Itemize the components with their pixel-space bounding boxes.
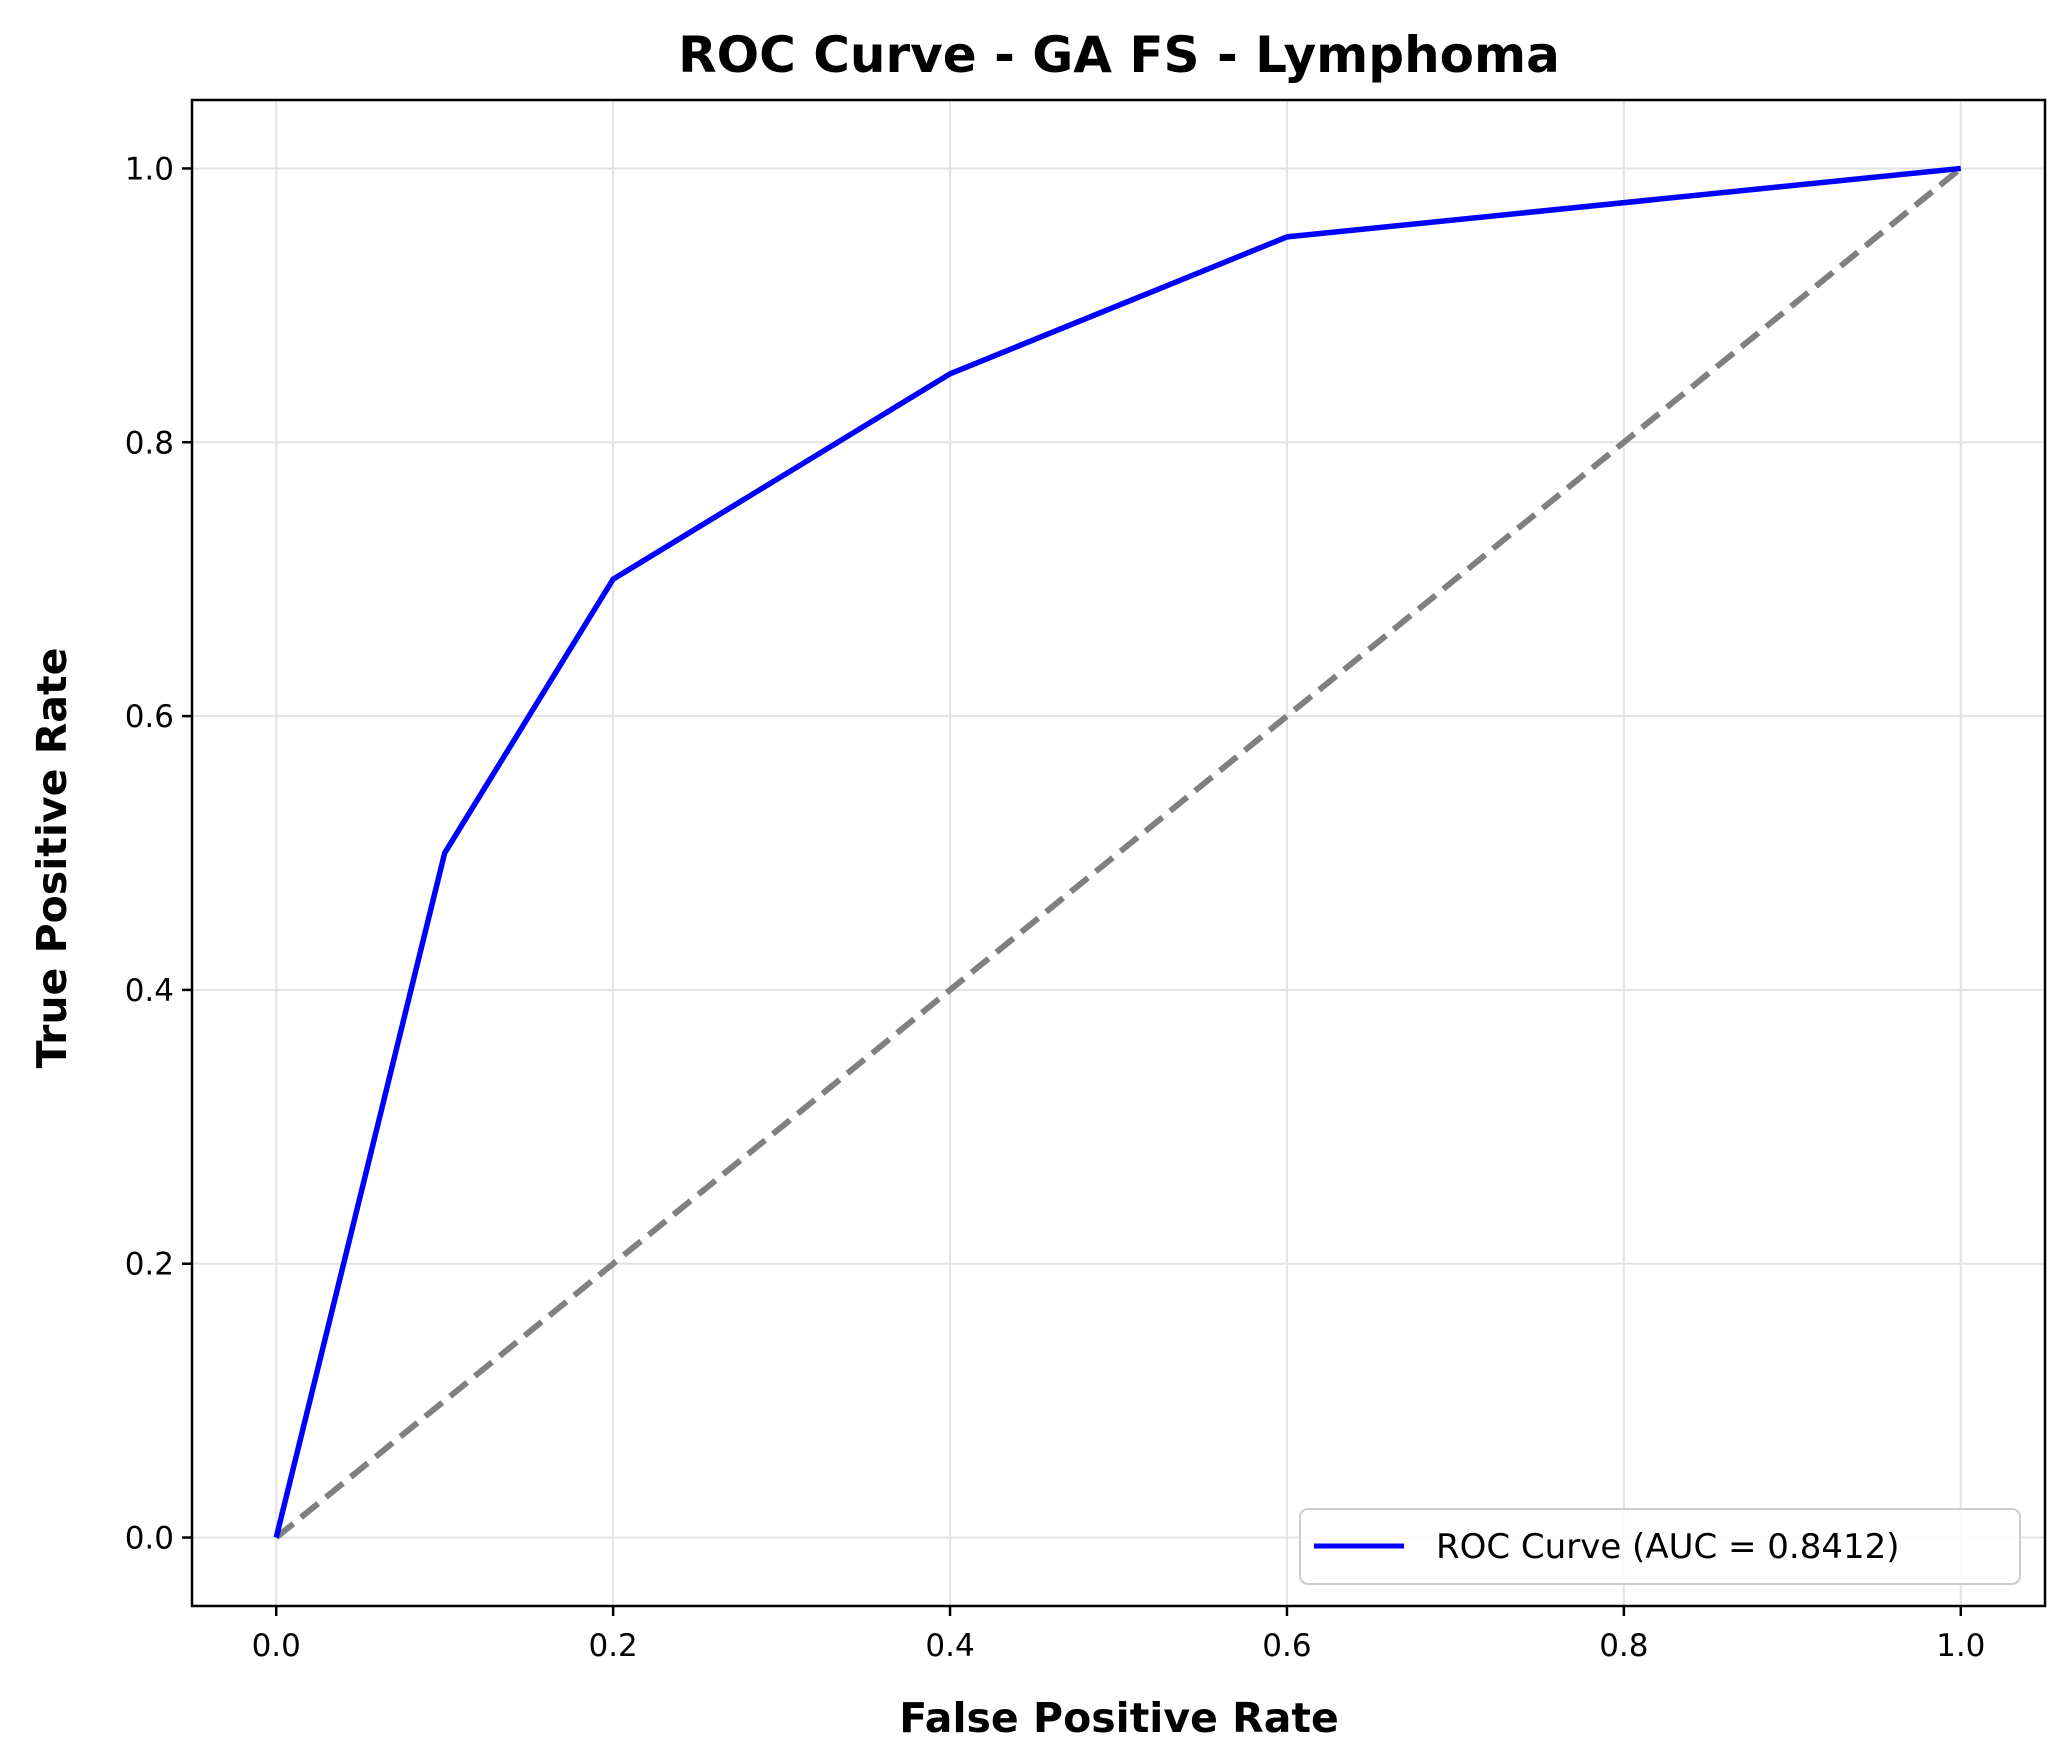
roc-curve-line bbox=[273, 165, 1962, 1539]
legend-box bbox=[1299, 1508, 2021, 1585]
plot-frame bbox=[190, 98, 2047, 1608]
x-tick-label-1: 0.2 bbox=[588, 1628, 637, 1664]
reference-diagonal-line bbox=[274, 166, 1963, 1540]
legend-label-roc: ROC Curve (AUC = 0.8412) bbox=[1436, 1527, 1900, 1567]
series-layer bbox=[273, 165, 1963, 1540]
grid-layer bbox=[192, 100, 2045, 1606]
y-tick-label-1: 0.2 bbox=[125, 1247, 174, 1283]
x-tick-label-3: 0.6 bbox=[1262, 1628, 1311, 1664]
x-tick-label-2: 0.4 bbox=[925, 1628, 974, 1664]
x-tick-label-4: 0.8 bbox=[1599, 1628, 1648, 1664]
y-tick-label-5: 1.0 bbox=[125, 151, 174, 187]
tick-layer: 0.0 0.2 0.4 0.6 0.8 1.0 0.0 0.2 0.4 0.6 0.8 1.0 bbox=[125, 151, 1986, 1664]
y-tick-label-3: 0.6 bbox=[125, 699, 174, 735]
x-tick-label-5: 1.0 bbox=[1936, 1628, 1985, 1664]
chart-title: ROC Curve - GA FS - Lymphoma bbox=[678, 26, 1560, 84]
x-axis-title: False Positive Rate bbox=[899, 1694, 1339, 1742]
y-tick-label-0: 0.0 bbox=[125, 1521, 174, 1557]
y-tick-label-4: 0.8 bbox=[125, 425, 174, 461]
y-axis-title: True Positive Rate bbox=[28, 648, 76, 1069]
x-tick-label-0: 0.0 bbox=[252, 1628, 301, 1664]
y-tick-label-2: 0.4 bbox=[125, 973, 174, 1009]
legend: ROC Curve (AUC = 0.8412) bbox=[1299, 1508, 2021, 1585]
